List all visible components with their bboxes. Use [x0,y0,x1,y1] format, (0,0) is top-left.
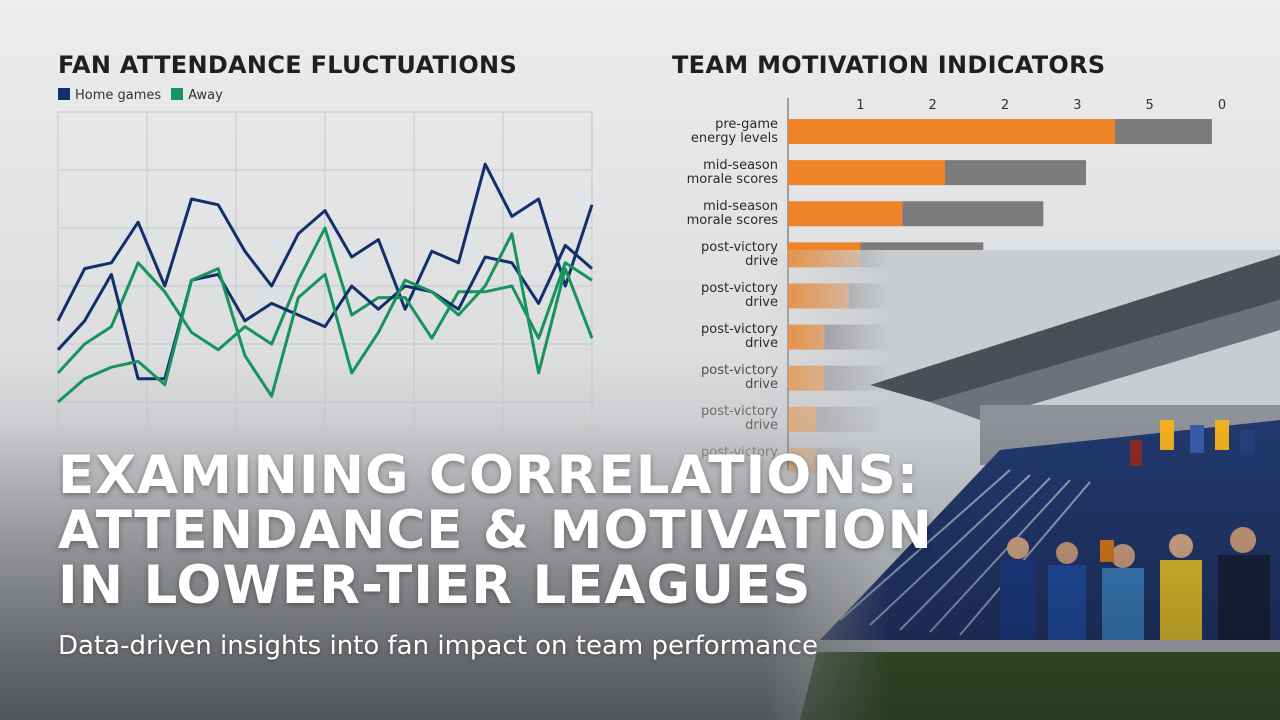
category-label: mid-season morale scores [686,157,778,187]
legend-swatch [58,88,70,100]
x-tick-label: 0 [1218,98,1226,113]
text-scrim [0,420,1280,720]
bar-segment [902,201,1044,227]
bar-segment [788,119,1115,145]
category-label: pre-game energy levels [690,116,778,146]
line-chart-title: FAN ATTENDANCE FLUCTUATIONS [58,51,518,79]
bar-segment [944,160,1087,186]
legend-swatch [171,88,184,100]
x-tick-label: 5 [1146,98,1154,113]
category-label: post-victory drive [701,280,778,310]
bar-chart-title: TEAM MOTIVATION INDICATORS [672,51,1106,79]
legend-label: Home games [75,88,162,103]
series-line [56,162,594,322]
bar-segment [788,160,945,186]
legend-item: Home games [58,88,161,103]
legend-label: Away [188,88,223,103]
bar-segment [1114,119,1212,145]
category-label: post-victory drive [701,363,778,393]
bar-segment [788,201,903,227]
x-tick-label: 2 [929,98,937,113]
series-line [57,232,594,404]
category-label: post-victory drive [701,404,778,434]
x-tick-label: 1 [856,98,864,113]
headline-line: ATTENDANCE & MOTIVATION [58,500,933,561]
headline-line: EXAMINING CORRELATIONS: [58,445,920,506]
x-tick-label: 2 [1001,98,1009,113]
x-tick-label: 3 [1073,98,1081,113]
series-line [56,243,593,381]
headline: EXAMINING CORRELATIONS: ATTENDANCE & MOT… [58,448,933,613]
category-label: mid-season morale scores [686,198,778,228]
headline-line: IN LOWER-TIER LEAGUES [58,555,812,616]
category-label: post-victory [701,445,778,461]
subtitle: Data-driven insights into fan impact on … [58,631,818,661]
legend: Home games Away [58,88,223,103]
category-label: post-victory drive [701,239,778,269]
category-label: post-victory drive [701,322,778,352]
series-line [56,226,593,375]
legend-item: Away [171,88,223,103]
